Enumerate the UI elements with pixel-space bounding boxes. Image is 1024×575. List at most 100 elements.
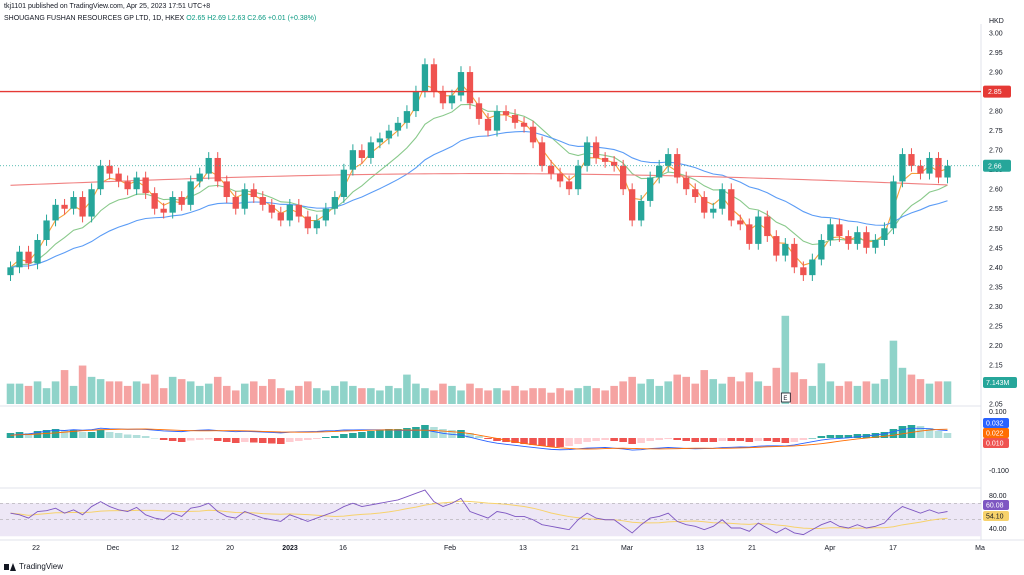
volume-bar	[132, 381, 141, 404]
candle-body	[547, 165, 555, 174]
candle-body	[268, 204, 275, 213]
volume-bar	[808, 385, 817, 404]
volume-bar	[664, 381, 672, 404]
volume-bar	[123, 385, 132, 404]
volume-bar	[907, 374, 916, 404]
time-tick-label: Feb	[444, 545, 456, 552]
candle-body	[106, 165, 113, 174]
volume-bar	[556, 388, 564, 404]
macd-histogram-bar	[736, 438, 745, 441]
volume-bar	[42, 388, 51, 404]
candle-body	[656, 165, 663, 178]
macd-histogram-bar	[565, 438, 573, 446]
candle-body	[151, 193, 158, 209]
volume-bar	[376, 390, 384, 404]
candle-body	[755, 216, 762, 244]
macd-histogram-bar	[475, 436, 483, 438]
candle-body	[764, 216, 771, 237]
candle-body	[223, 181, 230, 198]
macd-histogram-bar	[78, 432, 87, 438]
macd-histogram-bar	[655, 438, 663, 440]
time-tick-label: 17	[889, 545, 897, 552]
candle-body	[160, 208, 167, 213]
macd-histogram-bar	[466, 433, 474, 438]
candle-body	[421, 64, 429, 92]
candle-body	[25, 251, 32, 264]
macd-histogram-bar	[745, 438, 754, 442]
macd-histogram-bar	[60, 430, 69, 438]
volume-bar	[430, 390, 438, 404]
candle-body	[683, 177, 690, 190]
rsi-ma-tag: 54.10	[986, 514, 1004, 521]
rsi-band	[0, 503, 981, 537]
price-tick-label: 2.05	[989, 402, 1003, 409]
candle-body	[520, 122, 528, 127]
macd-histogram-bar	[168, 438, 177, 441]
candle-body	[376, 138, 384, 143]
volume-bar	[484, 390, 492, 404]
candle-body	[619, 165, 627, 190]
macd-histogram-bar	[637, 438, 645, 443]
ohlc-values: O2.65 H2.69 L2.63 C2.66 +0.01 (+0.38%)	[186, 15, 317, 22]
volume-bar	[628, 376, 636, 404]
macd-histogram-bar	[916, 426, 925, 438]
macd-histogram-bar	[484, 438, 492, 439]
volume-bar	[60, 370, 69, 404]
macd-histogram-bar	[691, 438, 700, 442]
macd-value-tag: 0.010	[986, 441, 1004, 448]
volume-tag: 7.143M	[986, 380, 1010, 387]
candle-body	[196, 173, 203, 182]
candle-body	[322, 208, 329, 221]
volume-bar	[186, 381, 195, 404]
macd-histogram-bar	[601, 438, 609, 440]
candle-body	[124, 181, 131, 190]
volume-bar	[709, 379, 718, 404]
candle-body	[899, 154, 906, 182]
rsi-tick-label: 80.00	[989, 493, 1007, 500]
candle-body	[466, 72, 474, 104]
volume-bar	[457, 390, 465, 404]
price-tick-label: 2.60	[989, 187, 1003, 194]
macd-histogram-bar	[718, 438, 727, 441]
candle-body	[935, 157, 942, 178]
macd-histogram-bar	[249, 438, 258, 443]
volume-bar	[213, 376, 222, 404]
macd-histogram-bar	[33, 431, 42, 438]
volume-bar	[96, 379, 105, 404]
macd-histogram-bar	[574, 438, 582, 444]
candle-body	[728, 189, 735, 221]
candle-body	[710, 208, 717, 213]
macd-histogram-bar	[547, 438, 555, 447]
tradingview-footer[interactable]: TradingView	[4, 562, 63, 571]
macd-histogram-bar	[412, 427, 420, 438]
volume-bar	[105, 381, 114, 404]
macd-value-tag-bg	[983, 428, 1009, 438]
volume-bar	[529, 388, 537, 404]
macd-histogram-bar	[87, 432, 96, 438]
volume-bar	[24, 385, 33, 404]
candle-body	[412, 91, 420, 112]
price-tick-label: 2.50	[989, 226, 1003, 233]
volume-bar	[295, 385, 303, 404]
macd-histogram-bar	[286, 438, 294, 442]
macd-histogram-bar	[907, 425, 916, 438]
volume-bar	[592, 388, 600, 404]
price-tick-label: 2.45	[989, 245, 1003, 252]
candle-body	[331, 197, 339, 209]
volume-bar	[826, 381, 835, 404]
rsi-ma-tag-bg	[983, 511, 1009, 521]
volume-bar	[574, 388, 582, 404]
candle-body	[692, 189, 699, 198]
candle-body	[827, 224, 834, 240]
volume-bar	[601, 390, 609, 404]
macd-histogram-bar	[222, 438, 231, 442]
candle-body	[908, 154, 915, 166]
publish-info: tkj1101 published on TradingView.com, Ap…	[4, 3, 211, 10]
macd-histogram-bar	[934, 431, 943, 438]
time-tick-label: Ma	[975, 545, 985, 552]
macd-histogram-bar	[727, 438, 736, 441]
price-tick-label: 2.80	[989, 109, 1003, 116]
macd-histogram-bar	[123, 434, 132, 438]
macd-histogram-bar	[6, 433, 15, 438]
